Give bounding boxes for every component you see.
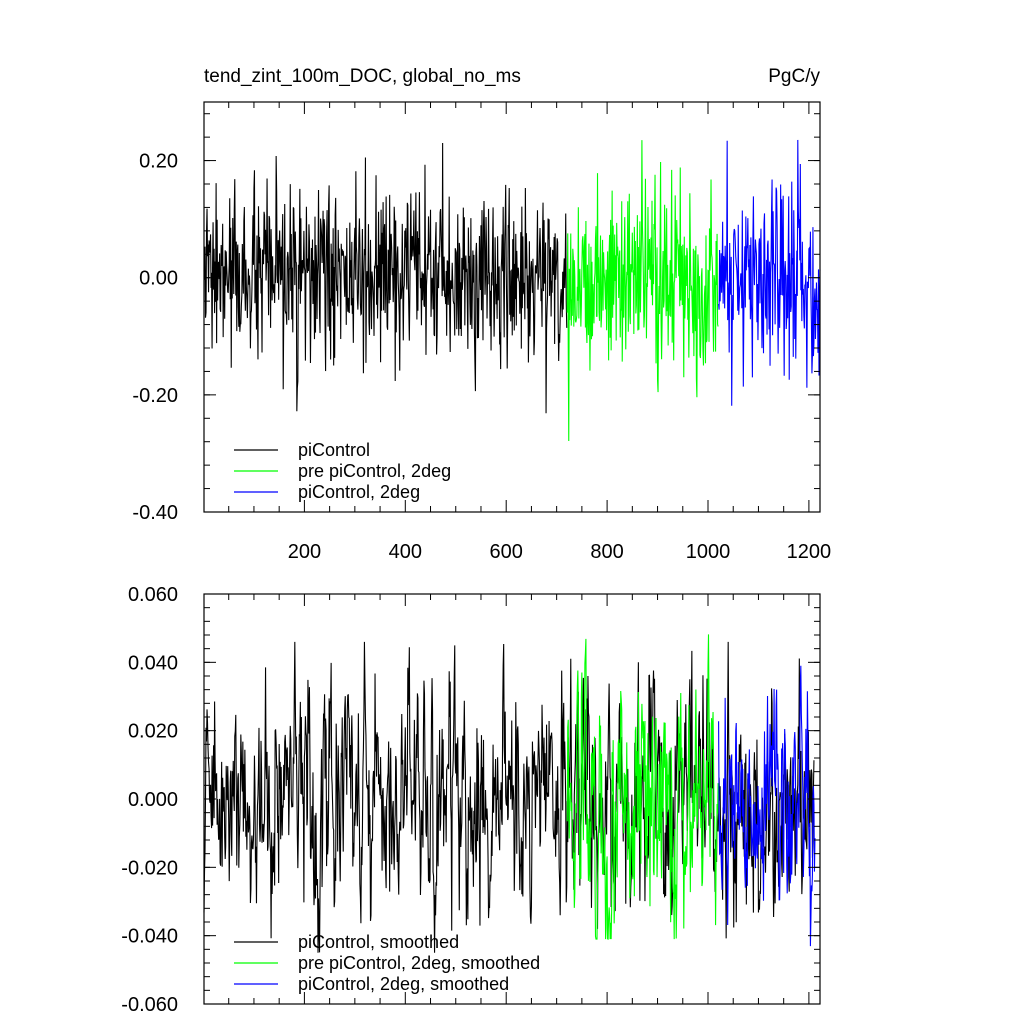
y-tick-label: -0.20	[132, 385, 178, 407]
y-tick-label: -0.060	[121, 994, 178, 1016]
x-tick-label: 800	[590, 541, 623, 563]
series-line-2	[566, 140, 719, 441]
series-line-3	[718, 139, 821, 406]
legend-label: piControl, smoothed	[298, 932, 459, 952]
legend-label: pre piControl, 2deg	[298, 461, 451, 481]
y-tick-label: 0.040	[128, 652, 178, 674]
x-tick-label: 400	[389, 541, 422, 563]
x-tick-label: 200	[288, 541, 321, 563]
y-tick-label: -0.020	[121, 857, 178, 879]
x-tick-label: 600	[490, 541, 523, 563]
y-tick-label: -0.040	[121, 926, 178, 948]
legend-label: piControl	[298, 440, 370, 460]
y-tick-label: 0.00	[139, 268, 178, 290]
y-tick-label: -0.40	[132, 502, 178, 524]
bottom-axis-ticks: -0.060 -0.040 -0.020 0.000 0.020 0.040 0.060	[121, 584, 820, 1016]
y-tick-label: 0.000	[128, 789, 178, 811]
bottom-series-group	[203, 634, 816, 953]
bottom-panel: -0.060 -0.040 -0.020 0.000 0.020 0.040 0.060 p…	[121, 584, 821, 1016]
x-tick-label: 1000	[686, 541, 731, 563]
series-line-3	[718, 665, 816, 947]
chart-title: tend_zint_100m_DOC, global_no_ms	[204, 66, 521, 87]
y-tick-label: 0.20	[139, 151, 178, 173]
legend-label: pre piControl, 2deg, smoothed	[298, 953, 540, 973]
x-tick-label: 1200	[787, 541, 832, 563]
bottom-plot-frame	[203, 593, 821, 1005]
series-line-1	[203, 142, 568, 414]
top-plot-frame	[203, 101, 821, 513]
top-axis-ticks: -0.40 -0.20 0.00 0.20 200 400 600 800 1000 1200	[132, 102, 831, 563]
series-line-1	[203, 641, 815, 953]
top-panel: tend_zint_100m_DOC, global_no_ms PgC/y -…	[132, 66, 831, 563]
series-line-2	[566, 634, 719, 940]
legend-label: piControl, 2deg	[298, 482, 420, 502]
y-tick-label: 0.020	[128, 721, 178, 743]
legend-label: piControl, 2deg, smoothed	[298, 974, 509, 994]
top-series-group	[203, 139, 821, 441]
chart-units: PgC/y	[768, 66, 820, 87]
y-tick-label: 0.060	[128, 584, 178, 606]
